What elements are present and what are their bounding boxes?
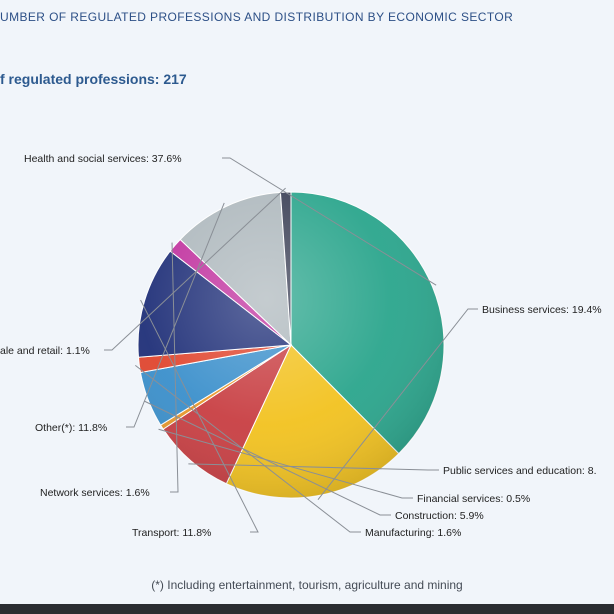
pie-slices bbox=[137, 191, 445, 499]
slice-label-3: Financial services: 0.5% bbox=[417, 493, 530, 505]
slice-label-6: Transport: 11.8% bbox=[132, 527, 211, 539]
leader-line-6 bbox=[140, 299, 259, 533]
footnote: (*) Including entertainment, tourism, ag… bbox=[151, 578, 463, 592]
slice-label-0: Health and social services: 37.6% bbox=[24, 153, 182, 165]
slice-label-5: Manufacturing: 1.6% bbox=[365, 527, 461, 539]
leader-line-4 bbox=[144, 400, 391, 516]
slice-label-1: Business services: 19.4% bbox=[482, 304, 602, 316]
bottom-bar bbox=[0, 604, 614, 614]
page-title: UMBER OF REGULATED PROFESSIONS AND DISTR… bbox=[0, 10, 514, 24]
slice-label-9: ale and retail: 1.1% bbox=[0, 345, 90, 357]
leader-line-3 bbox=[158, 428, 413, 499]
leader-line-1 bbox=[317, 308, 478, 500]
chart-subtitle: f regulated professions: 217 bbox=[0, 71, 187, 87]
leader-line-2 bbox=[188, 463, 439, 471]
leader-line-0 bbox=[222, 157, 437, 286]
leader-line-8 bbox=[126, 202, 225, 428]
slice-label-2: Public services and education: 8. bbox=[443, 465, 597, 477]
pie-labels: Health and social services: 37.6% Busines… bbox=[0, 153, 602, 539]
leader-line-5 bbox=[135, 364, 361, 533]
pie-chart: Health and social services: 37.6% Busines… bbox=[0, 153, 602, 539]
slice-label-7: Network services: 1.6% bbox=[40, 487, 150, 499]
slice-label-4: Construction: 5.9% bbox=[395, 510, 484, 522]
slice-label-8: Other(*): 11.8% bbox=[35, 422, 107, 434]
leader-line-9 bbox=[104, 187, 286, 351]
leader-line-7 bbox=[170, 242, 179, 493]
